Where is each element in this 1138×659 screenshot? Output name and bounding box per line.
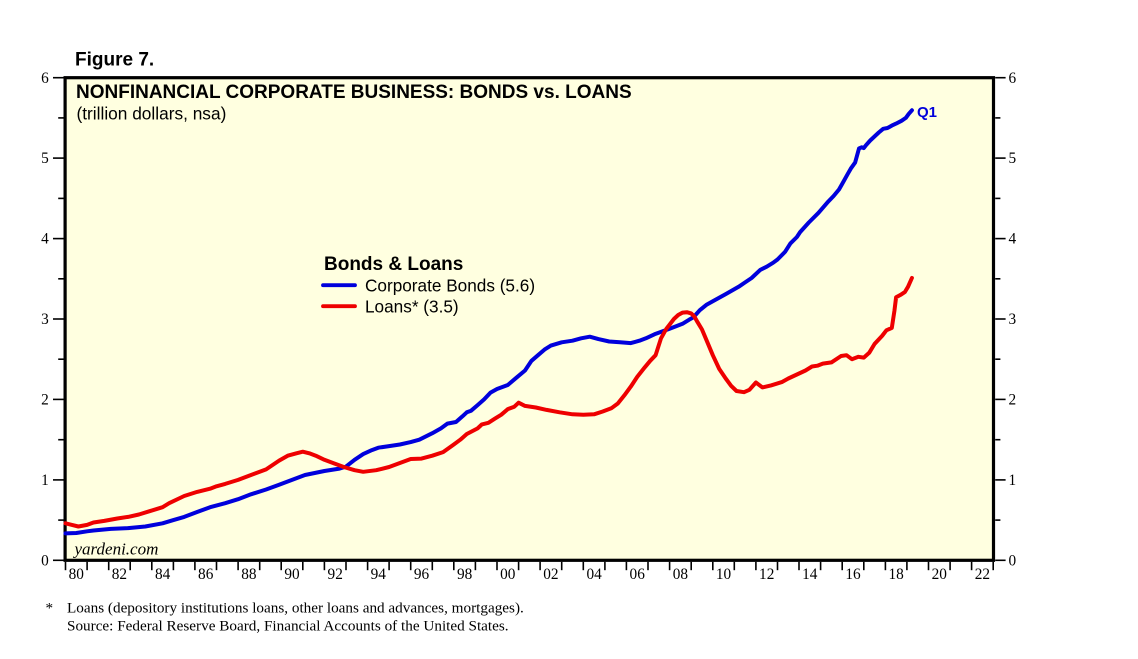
svg-text:20: 20 <box>932 566 948 583</box>
svg-text:14: 14 <box>802 566 818 583</box>
svg-text:(trillion dollars, nsa): (trillion dollars, nsa) <box>77 104 227 124</box>
svg-text:1: 1 <box>41 472 49 489</box>
svg-text:18: 18 <box>888 566 904 583</box>
svg-text:08: 08 <box>673 566 689 583</box>
svg-text:2: 2 <box>1009 392 1017 409</box>
svg-text:00: 00 <box>500 566 516 583</box>
svg-text:5: 5 <box>41 150 49 167</box>
svg-text:Loans (depository institutions: Loans (depository institutions loans, ot… <box>67 600 524 617</box>
svg-text:Source: Federal Reserve Board,: Source: Federal Reserve Board, Financial… <box>67 617 509 634</box>
svg-text:90: 90 <box>284 566 300 583</box>
svg-text:10: 10 <box>716 566 732 583</box>
svg-text:88: 88 <box>241 566 257 583</box>
svg-text:*: * <box>46 600 54 617</box>
svg-text:NONFINANCIAL CORPORATE BUSINES: NONFINANCIAL CORPORATE BUSINESS: BONDS v… <box>76 82 632 103</box>
svg-text:5: 5 <box>1009 150 1017 167</box>
svg-text:1: 1 <box>1009 472 1017 489</box>
svg-text:3: 3 <box>41 311 49 328</box>
svg-text:4: 4 <box>1009 231 1017 248</box>
svg-text:Loans* (3.5): Loans* (3.5) <box>365 296 459 316</box>
svg-text:80: 80 <box>69 566 85 583</box>
svg-text:98: 98 <box>457 566 473 583</box>
svg-text:82: 82 <box>112 566 127 583</box>
svg-text:16: 16 <box>845 566 861 583</box>
svg-text:04: 04 <box>586 566 602 583</box>
svg-text:Bonds & Loans: Bonds & Loans <box>324 254 463 275</box>
svg-text:12: 12 <box>759 566 774 583</box>
svg-text:94: 94 <box>371 566 387 583</box>
svg-text:Figure 7.: Figure 7. <box>75 50 154 71</box>
svg-text:22: 22 <box>975 566 990 583</box>
svg-text:0: 0 <box>1009 552 1017 569</box>
svg-text:3: 3 <box>1009 311 1017 328</box>
svg-text:6: 6 <box>1009 70 1017 87</box>
svg-text:06: 06 <box>630 566 646 583</box>
svg-text:2: 2 <box>41 392 49 409</box>
svg-text:84: 84 <box>155 566 171 583</box>
svg-text:02: 02 <box>543 566 558 583</box>
svg-text:yardeni.com: yardeni.com <box>73 539 159 558</box>
svg-text:Corporate Bonds (5.6): Corporate Bonds (5.6) <box>365 276 535 296</box>
svg-text:4: 4 <box>41 231 49 248</box>
svg-text:96: 96 <box>414 566 430 583</box>
svg-text:Q1: Q1 <box>917 104 937 121</box>
svg-text:6: 6 <box>41 70 49 87</box>
svg-text:92: 92 <box>328 566 343 583</box>
svg-text:86: 86 <box>198 566 214 583</box>
svg-text:0: 0 <box>41 552 49 569</box>
